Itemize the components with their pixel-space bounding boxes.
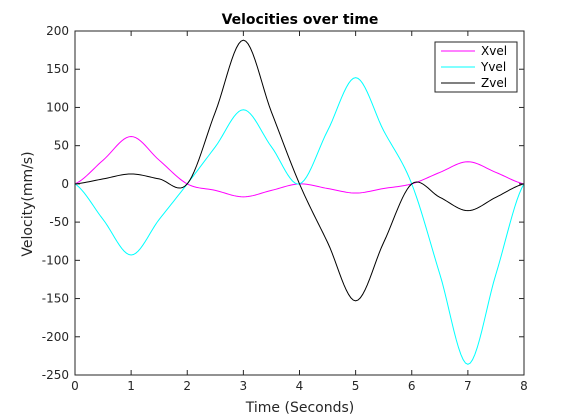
- x-axis-title: Time (Seconds): [245, 400, 354, 416]
- x-tick-label: 8: [520, 379, 528, 393]
- x-tick-label: 1: [127, 379, 135, 393]
- y-tick-label: -250: [42, 368, 69, 382]
- x-tick-label: 5: [352, 379, 360, 393]
- y-axis-title: Velocity(mm/s): [20, 151, 36, 256]
- series-line-zvel: [74, 39, 525, 302]
- y-tick-label: 150: [46, 62, 69, 76]
- y-tick-label: -50: [49, 215, 69, 229]
- x-tick-label: 0: [71, 379, 79, 393]
- y-tick-label: 0: [61, 177, 69, 191]
- x-tick-label: 3: [240, 379, 248, 393]
- legend: Xvel Yvel Zvel: [434, 41, 518, 93]
- y-tick-label: 50: [54, 139, 69, 153]
- plot-area: 0 1 2 3 4 5 6 7 8 200 150 100 50 0 -50 -100 -150 -200 -250…: [42, 24, 528, 393]
- x-tick-label: 6: [408, 379, 416, 393]
- y-tick-label: -100: [42, 253, 69, 267]
- y-tick-label: -200: [42, 330, 69, 344]
- x-tick-label: 4: [296, 379, 304, 393]
- y-tick-label: 200: [46, 24, 69, 38]
- y-tick-label: -150: [42, 292, 69, 306]
- legend-label-xvel: Xvel: [481, 44, 507, 58]
- x-tick-label: 2: [183, 379, 191, 393]
- chart-title: Velocities over time: [222, 12, 379, 28]
- legend-label-yvel: Yvel: [480, 60, 506, 74]
- x-tick-label: 7: [464, 379, 472, 393]
- legend-label-zvel: Zvel: [481, 76, 507, 90]
- y-tick-label: 100: [46, 100, 69, 114]
